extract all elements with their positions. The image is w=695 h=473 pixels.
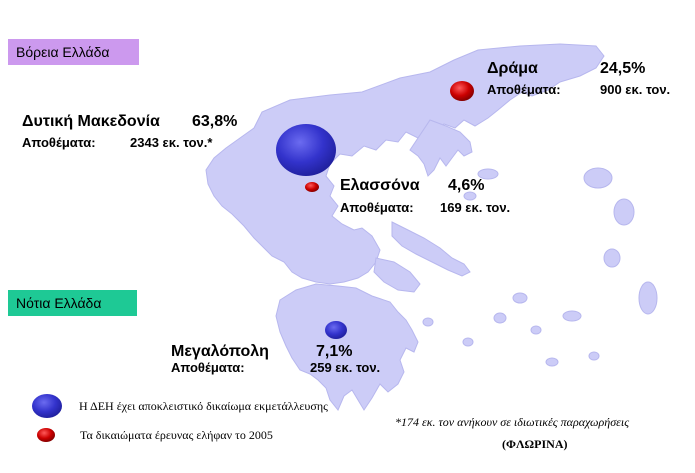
legend-rights-text: Τα δικαιώματα έρευνας ελήφαν το 2005 (80, 428, 273, 442)
island-shape (477, 168, 499, 180)
island-shape (493, 312, 507, 324)
drama-reserves-label: Αποθέματα: (487, 82, 561, 97)
island-shape (603, 248, 621, 268)
dytiki-makedonia-reserves-value: 2343 εκ. τον.* (130, 135, 213, 150)
dytiki-makedonia-marker (276, 124, 336, 176)
island-shape (512, 292, 528, 304)
dytiki-makedonia-name: Δυτική Μακεδονία (22, 113, 160, 130)
drama-percent: 24,5% (600, 60, 646, 77)
chalkidiki-shape (409, 119, 473, 177)
megalopoli-reserves-label: Αποθέματα: (171, 360, 245, 375)
drama-marker (450, 81, 474, 101)
legend-rights-marker (37, 428, 55, 442)
footnote-text: *174 εκ. τον ανήκουν σε ιδιωτικές παραχω… (395, 415, 630, 429)
elassona-name: Ελασσόνα (340, 177, 420, 194)
elassona-reserves-label: Αποθέματα: (340, 200, 414, 215)
north-greece-badge: Βόρεια Ελλάδα (8, 39, 139, 65)
island-shape (613, 198, 635, 226)
island-shape (462, 337, 474, 347)
legend-dei-marker (32, 394, 62, 418)
attica-shape (373, 257, 421, 293)
megalopoli-percent: 7,1% (316, 343, 353, 360)
island-shape (545, 357, 559, 367)
drama-name: Δράμα (487, 60, 538, 77)
island-shape (530, 325, 542, 335)
island-shape (562, 310, 582, 322)
elassona-reserves-value: 169 εκ. τον. (440, 200, 511, 215)
dytiki-makedonia-percent: 63,8% (192, 113, 238, 130)
legend-dei-text: Η ΔΕΗ έχει αποκλειστικό δικαίωμα εκμετάλ… (79, 399, 328, 413)
euboea-shape (391, 221, 471, 277)
drama-reserves-value: 900 εκ. τον. (600, 82, 671, 97)
dytiki-makedonia-reserves-label: Αποθέματα: (22, 135, 96, 150)
south-greece-badge: Νότια Ελλάδα (8, 290, 137, 316)
island-shape (422, 317, 434, 327)
megalopoli-name: Μεγαλόπολη (171, 343, 269, 360)
island-shape (463, 191, 477, 201)
peloponnese-shape (275, 283, 419, 411)
mainland-shape (205, 43, 605, 285)
footnote-florina: (ΦΛΩΡΙΝΑ) (502, 437, 568, 451)
megalopoli-marker (325, 321, 347, 339)
island-shape (588, 351, 600, 361)
island-shape (583, 167, 613, 189)
megalopoli-reserves-value: 259 εκ. τον. (310, 360, 381, 375)
island-shape (638, 281, 658, 315)
elassona-marker (305, 182, 319, 192)
elassona-percent: 4,6% (448, 177, 485, 194)
